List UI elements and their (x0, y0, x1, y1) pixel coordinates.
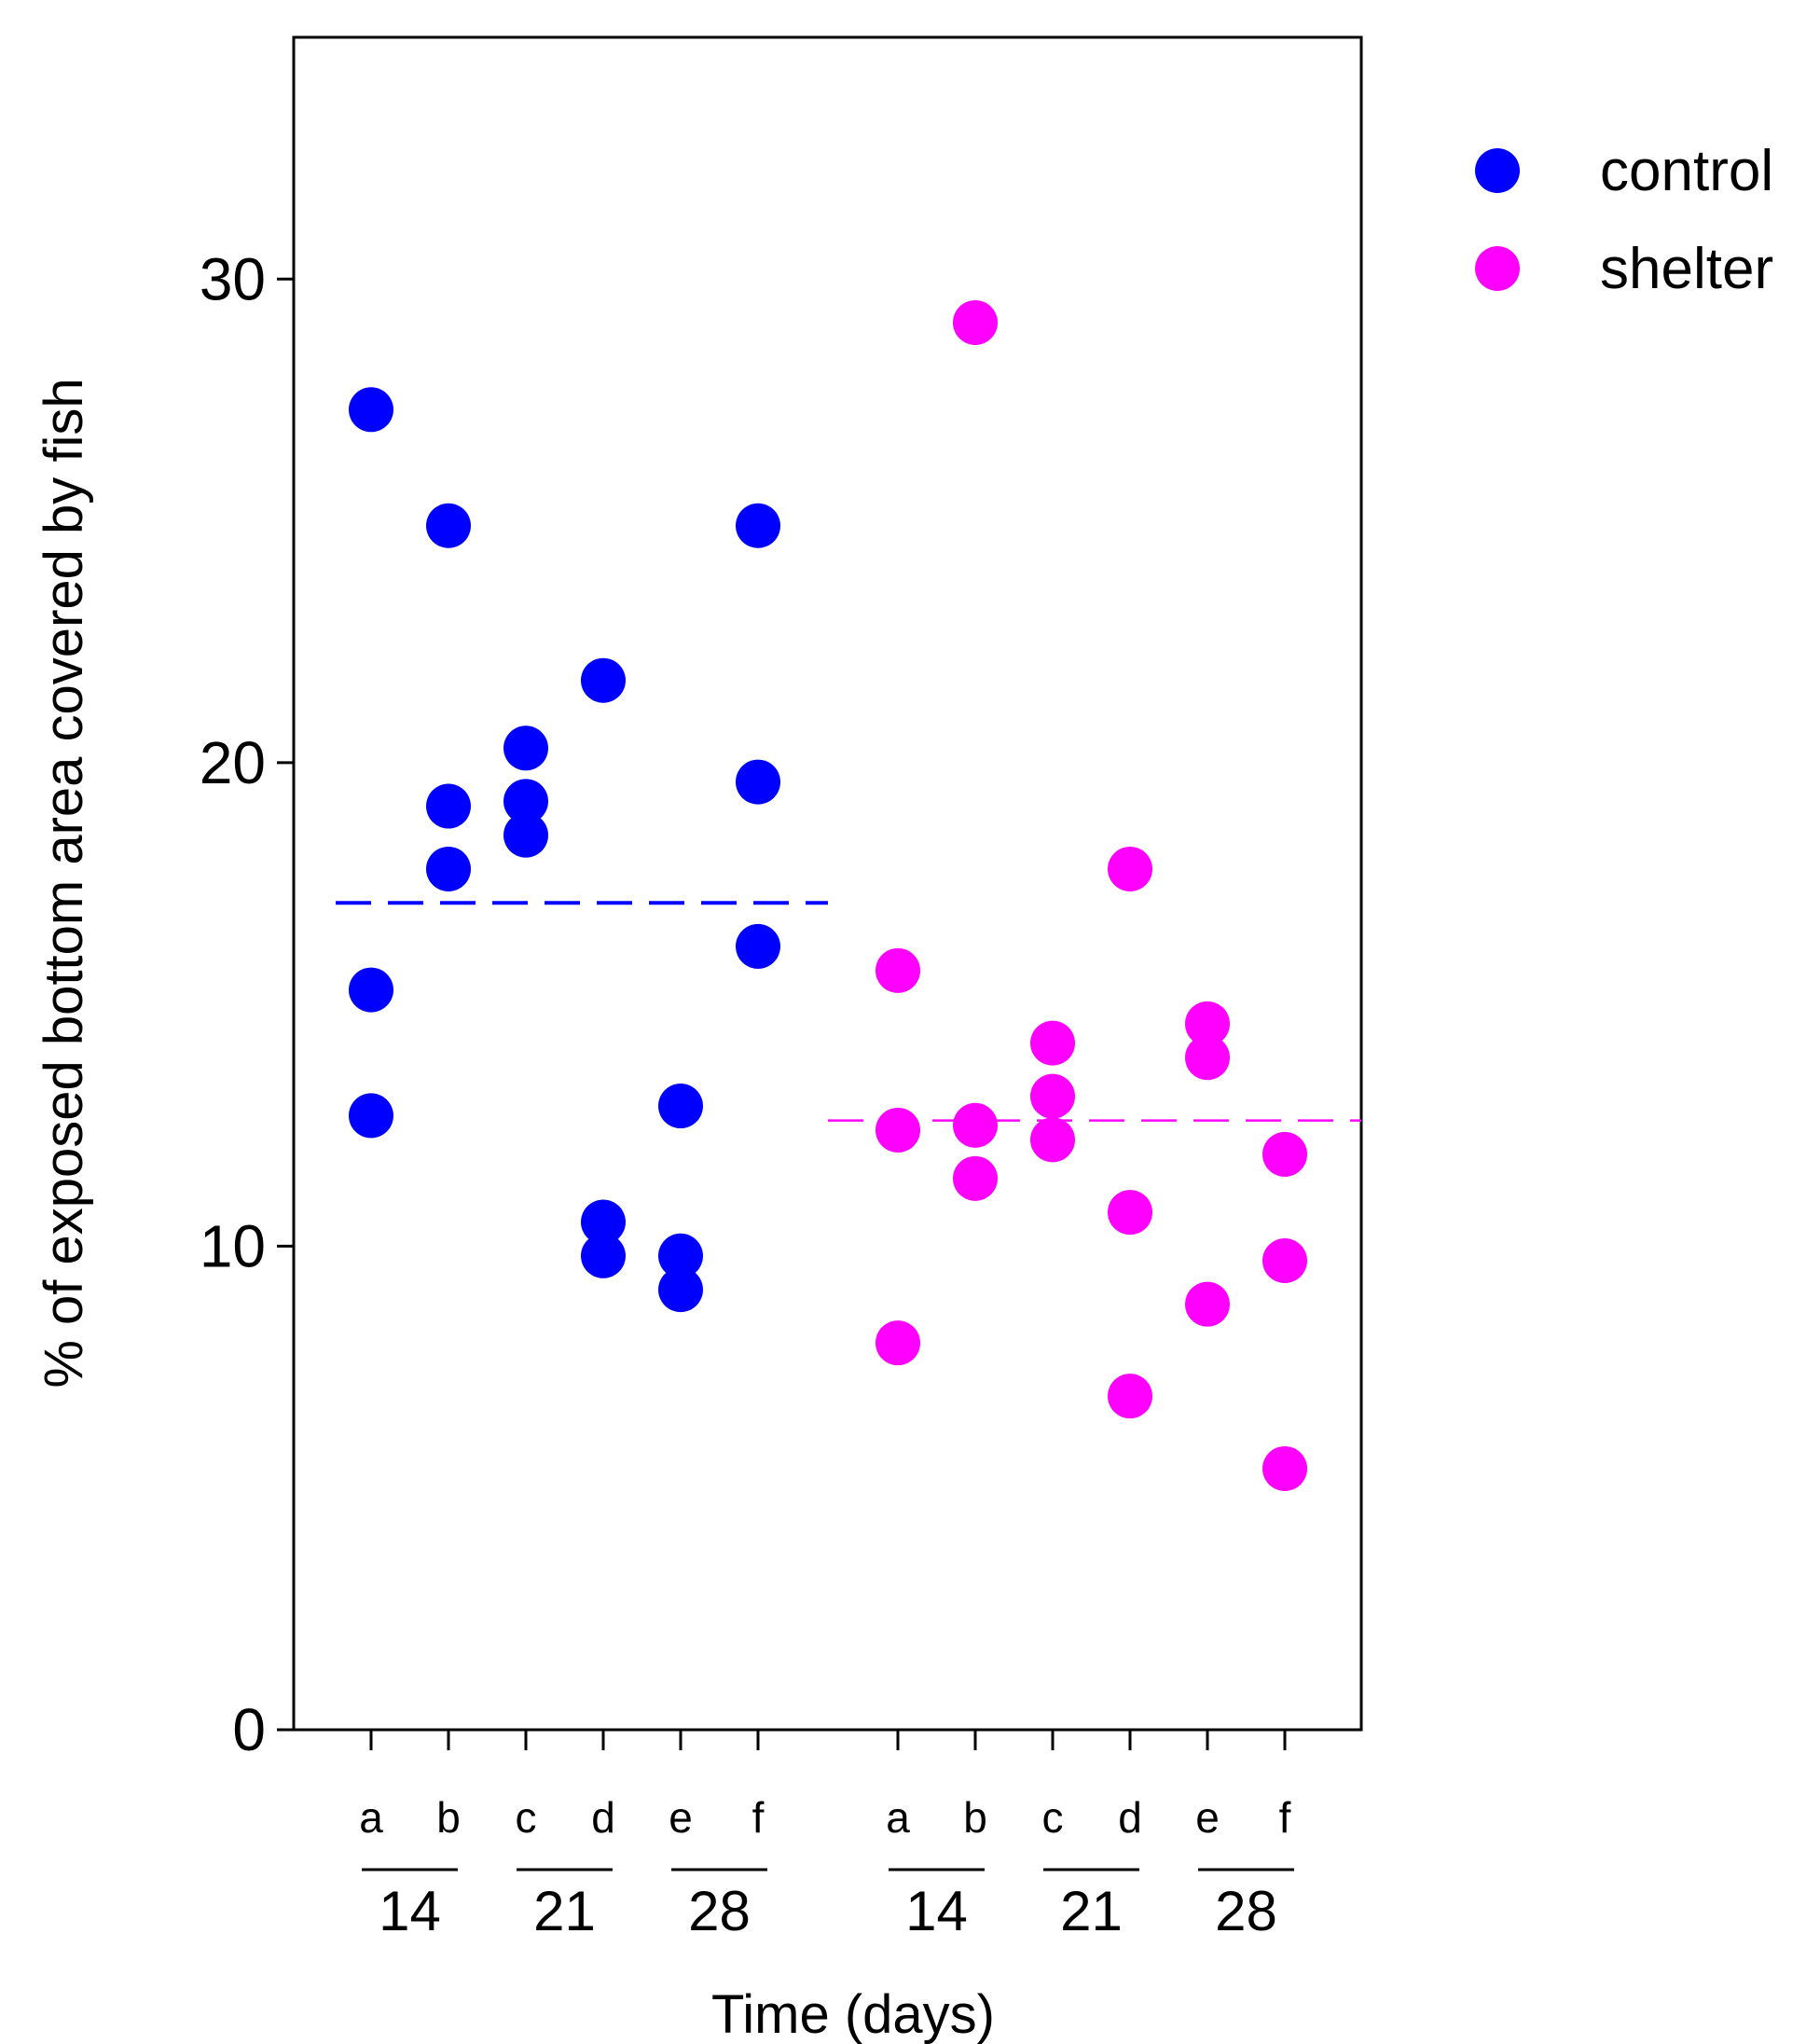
shelter-point (1030, 1073, 1075, 1119)
shelter-point (953, 299, 998, 345)
x-tick-label: d (591, 1793, 615, 1842)
time-group-label: 28 (688, 1880, 751, 1942)
control-point (658, 1084, 703, 1129)
y-tick-label: 10 (200, 1212, 266, 1279)
x-tick-label: b (963, 1793, 987, 1842)
shelter-point (1262, 1445, 1307, 1491)
mean-lines (336, 901, 1361, 1122)
x-tick-label: c (1042, 1793, 1064, 1842)
y-axis-title: % of exposed bottom area covered by fish (34, 378, 94, 1388)
x-tick-label: e (1195, 1793, 1220, 1842)
control-point (581, 1199, 626, 1245)
shelter-point (1108, 1374, 1152, 1419)
control-point (658, 1233, 703, 1278)
control-point (349, 1093, 393, 1139)
shelter-point (1185, 1001, 1230, 1046)
control-point (503, 812, 548, 858)
shelter-point (1262, 1237, 1307, 1283)
control-point (736, 923, 780, 969)
shelter-point (876, 947, 920, 993)
control-legend-marker (1475, 148, 1520, 193)
shelter-point (1185, 1035, 1230, 1081)
shelter-point (1108, 1190, 1152, 1236)
time-group-label: 28 (1215, 1880, 1277, 1942)
shelter-point (1262, 1131, 1307, 1177)
x-tick-label: a (886, 1793, 910, 1842)
control-point (426, 503, 471, 548)
legend: control shelter (1475, 139, 1773, 301)
shelter-point (1185, 1281, 1230, 1327)
x-axis: a b c d e f a b c d e f 14 21 28 14 21 28 (359, 1730, 1294, 1942)
control-point (581, 1233, 626, 1278)
shelter-point (1108, 846, 1152, 891)
control-point (581, 657, 626, 703)
control-point (503, 779, 548, 824)
time-group-label: 14 (379, 1880, 441, 1942)
shelter-point (876, 1107, 920, 1153)
control-point (349, 967, 393, 1013)
control-point (349, 387, 393, 433)
shelter-point (1030, 1020, 1075, 1066)
shelter-legend-marker (1475, 246, 1520, 291)
x-axis-title: Time (days) (711, 1984, 995, 2044)
y-tick-label: 0 (232, 1696, 266, 1763)
time-group-label: 14 (905, 1880, 968, 1942)
x-tick-label: a (359, 1793, 383, 1842)
shelter-legend-label: shelter (1600, 237, 1773, 301)
y-axis: 0 10 20 30 (200, 245, 294, 1763)
shelter-point (876, 1320, 920, 1366)
x-tick-label: b (436, 1793, 461, 1842)
control-point (658, 1267, 703, 1313)
y-tick-label: 20 (200, 729, 266, 796)
control-point (736, 503, 780, 548)
x-tick-label: f (752, 1793, 765, 1842)
control-point (736, 759, 780, 805)
x-tick-label: d (1118, 1793, 1142, 1842)
control-legend-label: control (1600, 139, 1773, 203)
x-tick-label: c (516, 1793, 537, 1842)
plot-frame (292, 35, 1363, 1732)
shelter-point (1030, 1117, 1075, 1163)
shelter-point (953, 1155, 998, 1201)
time-group-label: 21 (533, 1880, 596, 1942)
x-tick-label: e (669, 1793, 693, 1842)
y-tick-label: 30 (200, 245, 266, 312)
control-point (503, 725, 548, 771)
shelter-point (953, 1102, 998, 1148)
data-points (349, 299, 1307, 1491)
control-point (426, 783, 471, 829)
x-tick-label: f (1279, 1793, 1291, 1842)
time-group-label: 21 (1060, 1880, 1123, 1942)
control-point (426, 846, 471, 891)
